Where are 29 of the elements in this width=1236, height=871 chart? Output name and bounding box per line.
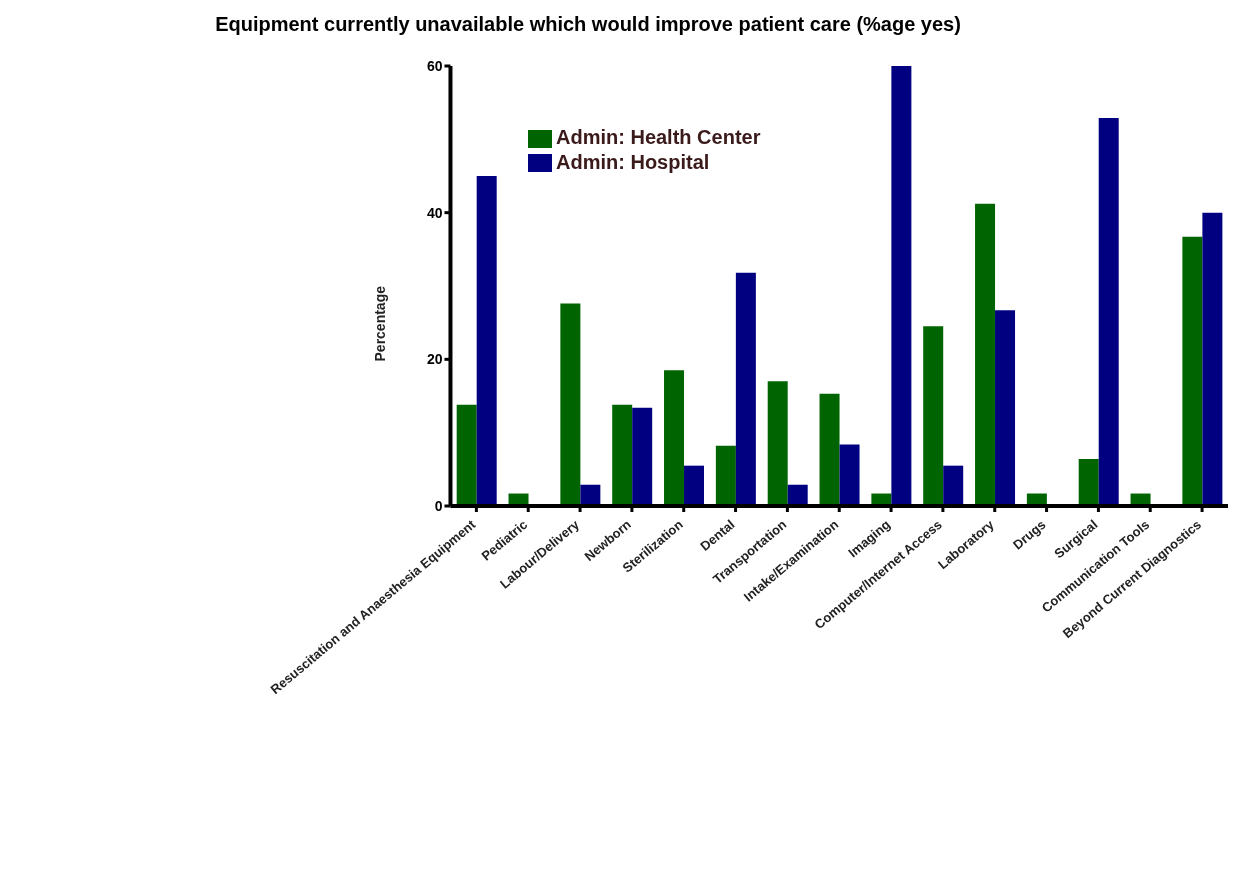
bar xyxy=(839,444,860,506)
bar xyxy=(684,465,705,506)
legend-label: Admin: Health Center xyxy=(556,126,761,148)
legend-label: Admin: Hospital xyxy=(556,150,710,173)
y-tick-label: 60 xyxy=(426,57,443,74)
bar xyxy=(819,393,840,506)
bar xyxy=(767,381,788,506)
y-axis-title: Percentage xyxy=(372,285,389,362)
bar xyxy=(891,66,912,506)
bar xyxy=(923,326,944,506)
bar xyxy=(612,404,633,506)
bar xyxy=(1202,212,1223,506)
bar xyxy=(476,176,497,506)
bar xyxy=(1182,236,1203,506)
chart-title: Equipment currently unavailable which would improve patient care (%age yes) xyxy=(214,12,962,36)
bar xyxy=(560,303,581,506)
bar xyxy=(715,445,736,506)
bar xyxy=(943,465,964,506)
y-tick-label: 40 xyxy=(426,204,443,221)
bar xyxy=(735,272,756,506)
bar xyxy=(975,203,996,506)
bar xyxy=(664,370,685,506)
y-tick-label: 20 xyxy=(426,351,443,368)
bar xyxy=(1098,118,1119,506)
bar xyxy=(995,310,1016,506)
y-tick-label: 0 xyxy=(434,497,443,514)
bar xyxy=(1078,459,1099,506)
bar xyxy=(632,407,653,506)
bar xyxy=(456,404,477,506)
